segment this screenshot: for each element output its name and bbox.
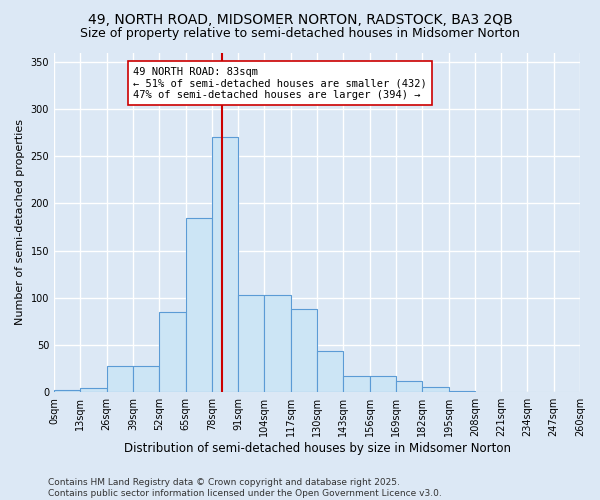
- Bar: [370, 376, 396, 392]
- Bar: [265, 295, 291, 392]
- Bar: [107, 366, 133, 392]
- Bar: [238, 295, 265, 392]
- Bar: [422, 388, 449, 392]
- Text: 49, NORTH ROAD, MIDSOMER NORTON, RADSTOCK, BA3 2QB: 49, NORTH ROAD, MIDSOMER NORTON, RADSTOC…: [88, 12, 512, 26]
- Bar: [185, 218, 212, 392]
- Text: 49 NORTH ROAD: 83sqm
← 51% of semi-detached houses are smaller (432)
47% of semi: 49 NORTH ROAD: 83sqm ← 51% of semi-detac…: [133, 66, 427, 100]
- Bar: [212, 138, 238, 392]
- Bar: [159, 312, 185, 392]
- X-axis label: Distribution of semi-detached houses by size in Midsomer Norton: Distribution of semi-detached houses by …: [124, 442, 511, 455]
- Bar: [133, 366, 159, 392]
- Bar: [291, 309, 317, 392]
- Bar: [80, 388, 107, 392]
- Bar: [317, 350, 343, 392]
- Text: Contains HM Land Registry data © Crown copyright and database right 2025.
Contai: Contains HM Land Registry data © Crown c…: [48, 478, 442, 498]
- Bar: [396, 381, 422, 392]
- Text: Size of property relative to semi-detached houses in Midsomer Norton: Size of property relative to semi-detach…: [80, 28, 520, 40]
- Bar: [54, 390, 80, 392]
- Y-axis label: Number of semi-detached properties: Number of semi-detached properties: [15, 120, 25, 326]
- Bar: [343, 376, 370, 392]
